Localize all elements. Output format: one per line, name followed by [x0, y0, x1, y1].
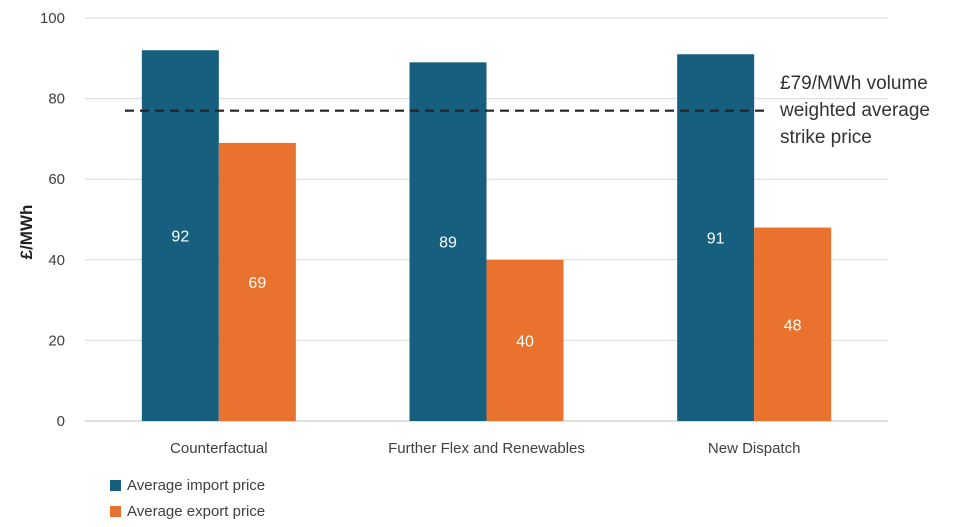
- bar-export-2: [754, 227, 832, 421]
- data-label-export-1: 40: [516, 333, 534, 350]
- legend-label-import: Average import price: [127, 476, 266, 494]
- category-labels: Counterfactual Further Flex and Renewable…: [170, 440, 800, 457]
- y-tick-label-60: 60: [48, 171, 65, 188]
- legend-swatch-import: [110, 479, 121, 491]
- legend-item-export: Average export price: [110, 498, 265, 524]
- category-label-0: Counterfactual: [170, 440, 268, 457]
- y-tick-label-20: 20: [48, 332, 65, 349]
- y-tick-label-100: 100: [40, 10, 65, 27]
- y-axis-ticks: 0 20 40 60 80 100: [40, 10, 65, 430]
- bar-export-0: [218, 142, 296, 421]
- data-label-import-1: 89: [439, 235, 457, 252]
- y-tick-label-40: 40: [48, 252, 65, 269]
- legend-label-export: Average export price: [127, 502, 266, 520]
- bar-chart: 0 20 40 60 80 100 £/MWh 92 69 89 40 91 48 Counterf…: [17, 10, 930, 457]
- category-label-1: Further Flex and Renewables: [388, 440, 585, 457]
- bar-import-0: [141, 50, 219, 422]
- y-tick-label-0: 0: [57, 413, 65, 430]
- bar-import-2: [677, 54, 755, 422]
- bar-import-1: [409, 62, 487, 422]
- y-tick-label-80: 80: [48, 91, 65, 108]
- data-label-export-2: 48: [784, 317, 802, 334]
- legend-swatch-export: [110, 505, 121, 517]
- data-label-import-2: 91: [707, 231, 725, 248]
- y-axis-label: £/MWh: [17, 205, 36, 260]
- reference-annotation-line-0: £79/MWh volume: [780, 73, 928, 94]
- data-label-import-0: 92: [171, 229, 189, 246]
- data-labels: 92 69 89 40 91 48: [171, 229, 801, 351]
- reference-annotation-line-2: strike price: [780, 127, 872, 148]
- reference-annotation: £79/MWh volume weighted average strike pri…: [779, 73, 930, 148]
- category-label-2: New Dispatch: [708, 440, 801, 457]
- legend-item-import: Average import price: [110, 472, 265, 498]
- reference-annotation-line-1: weighted average: [779, 100, 930, 121]
- bars: [141, 50, 832, 422]
- data-label-export-0: 69: [248, 275, 266, 292]
- bar-export-1: [486, 259, 564, 421]
- legend: Average import price Average export pric…: [110, 472, 265, 524]
